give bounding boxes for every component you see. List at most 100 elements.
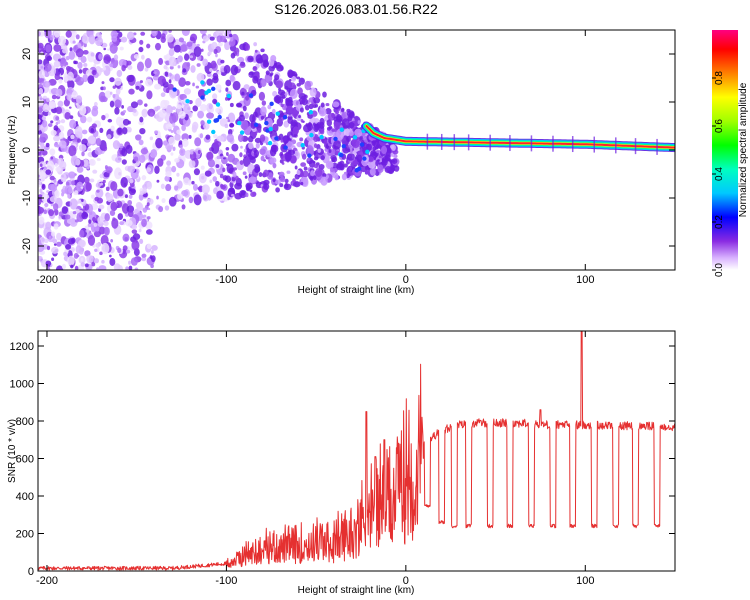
spectrogram-point xyxy=(53,125,59,132)
spectrogram-point xyxy=(224,123,229,129)
spectrogram-point xyxy=(90,194,95,199)
spectrogram-point xyxy=(50,120,54,124)
spectrogram-point xyxy=(248,176,257,184)
spectrogram-point xyxy=(58,131,65,139)
spectrogram-point xyxy=(319,117,325,126)
spectrogram-point xyxy=(371,140,377,146)
spectrogram-point xyxy=(121,148,128,157)
spectrogram-point xyxy=(74,190,79,195)
spectrogram-point xyxy=(55,106,63,115)
spectrogram-point xyxy=(378,155,382,159)
spectrogram-point xyxy=(118,171,122,176)
spectrogram-point xyxy=(99,251,103,256)
spectrogram-point xyxy=(237,120,242,126)
spectrogram-point xyxy=(38,59,43,65)
spectrogram-point xyxy=(165,183,172,192)
spectrogram-point xyxy=(105,186,110,192)
spectrogram-point xyxy=(126,31,135,41)
spectrogram-point xyxy=(309,87,317,97)
spectrogram-point xyxy=(275,80,283,89)
spectrogram-point xyxy=(79,104,87,116)
spectrogram-point xyxy=(118,59,127,67)
spectrogram-point xyxy=(212,134,218,139)
spectrogram-point xyxy=(103,47,107,51)
spectrogram-point xyxy=(229,102,234,108)
spectrogram-point xyxy=(147,207,151,211)
spectrogram-point xyxy=(204,104,208,109)
spectrogram-point xyxy=(358,135,364,142)
spectrogram-point xyxy=(69,47,73,52)
spectrogram-point xyxy=(94,248,98,253)
spectrogram-point xyxy=(68,171,76,179)
x-tick-label: -200 xyxy=(36,575,58,587)
carrier-line-layer xyxy=(365,125,675,149)
spectrogram-point xyxy=(216,58,223,66)
spectrogram-point xyxy=(223,157,226,160)
spectrogram-point xyxy=(83,42,87,48)
spectrogram-point xyxy=(41,150,48,156)
spectrogram-point xyxy=(369,166,376,176)
spectrogram-point xyxy=(68,145,77,157)
spectrogram-point xyxy=(184,80,191,86)
spectrogram-point xyxy=(300,118,304,123)
spectrogram-point xyxy=(254,166,261,173)
colorbar-tick-label: 0.6 xyxy=(714,119,725,133)
spectrogram-point xyxy=(226,93,232,99)
spectrogram-point xyxy=(101,114,106,121)
spectrogram-point xyxy=(93,101,98,107)
spectrogram-point xyxy=(86,116,93,123)
spectrogram-point xyxy=(278,133,284,141)
spectrogram-point xyxy=(215,180,220,187)
spectrogram-point xyxy=(252,75,259,84)
spectrogram-point xyxy=(254,49,258,53)
spectrogram-point xyxy=(174,185,179,191)
spectrogram-point xyxy=(260,106,267,116)
spectrogram-point xyxy=(283,183,292,191)
spectrogram-point xyxy=(377,159,380,162)
spectrogram-point xyxy=(178,140,183,146)
spectrogram-point xyxy=(128,260,131,265)
spectrogram-point xyxy=(339,152,344,158)
spectrogram-point xyxy=(126,60,132,66)
spectrogram-point xyxy=(196,63,201,67)
spectrogram-point xyxy=(199,133,204,139)
spectrogram-point xyxy=(165,123,173,130)
spectrogram-point xyxy=(282,135,289,144)
spectrogram-point xyxy=(133,53,140,60)
spectrogram-point xyxy=(53,135,61,142)
spectrogram-point xyxy=(229,36,234,42)
spectrogram-point xyxy=(96,267,99,270)
spectrogram-point xyxy=(191,180,195,185)
spectrogram-point xyxy=(192,82,195,87)
spectrogram-point xyxy=(43,30,47,33)
spectrogram-point xyxy=(283,145,288,150)
spectrogram-point xyxy=(341,143,346,149)
snr-y-ticks: 1200 1000 800 600 400 200 0 xyxy=(10,341,675,578)
spectrogram-point xyxy=(85,182,92,192)
spectrogram-point xyxy=(127,200,133,206)
x-tick-label: 0 xyxy=(403,575,409,587)
spectrogram-point xyxy=(117,157,122,161)
spectrogram-point xyxy=(67,80,72,85)
spectrogram-point xyxy=(269,101,274,107)
x-tick-label: 100 xyxy=(576,575,594,587)
spectrogram-point xyxy=(287,116,293,124)
spectrogram-point xyxy=(234,192,243,200)
spectrogram-point xyxy=(69,198,78,210)
spectrogram-point xyxy=(380,145,388,155)
spectrogram-point xyxy=(267,140,273,146)
spectrogram-point xyxy=(93,258,100,264)
spectrogram-point xyxy=(95,137,102,147)
spectrogram-point xyxy=(83,63,88,67)
spectrogram-point xyxy=(169,113,177,125)
spectrogram-point xyxy=(68,106,72,109)
spectrogram-point xyxy=(260,78,267,88)
y-tick-label: 10 xyxy=(21,96,33,108)
spectrogram-point xyxy=(300,181,304,186)
spectrogram-point xyxy=(169,72,172,77)
spectrogram-point xyxy=(304,80,312,91)
spectrogram-point xyxy=(287,96,293,103)
spectrogram-point xyxy=(70,264,74,269)
spectrogram-point xyxy=(38,198,42,206)
spectrogram-point xyxy=(91,69,97,76)
